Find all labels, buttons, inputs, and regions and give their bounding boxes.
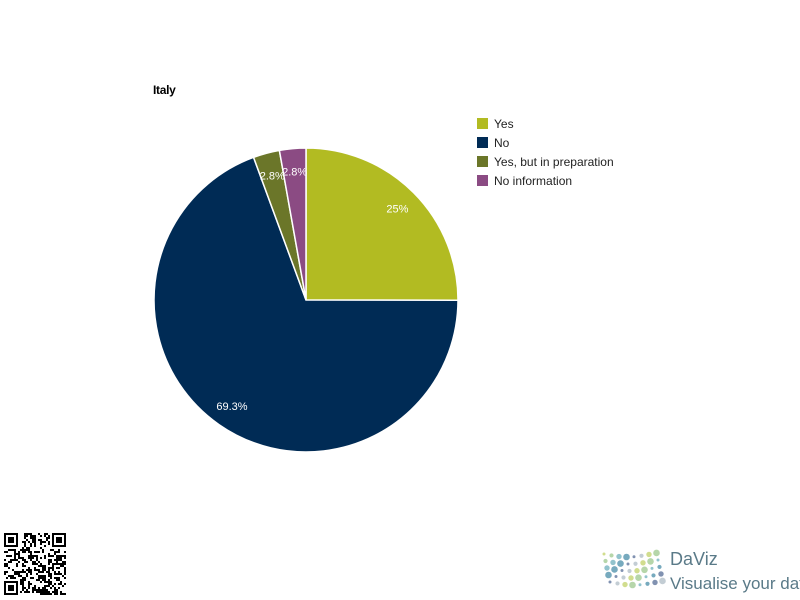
legend: Yes No Yes, but in preparation No informati… [477,114,614,190]
pie-data-label: 25% [386,204,408,216]
branding: DaViz Visualise your data [598,546,800,596]
pie-slice-no-information[interactable] [278,147,307,301]
daviz-dots-logo-icon [602,549,666,589]
legend-swatch [477,156,488,167]
pie-data-label: 2.8% [260,170,285,182]
legend-item[interactable]: No [477,133,614,152]
legend-label: No information [494,173,573,188]
legend-swatch [477,175,488,186]
qr-code-icon [4,533,66,595]
legend-label: Yes [494,116,514,131]
legend-swatch [477,118,488,129]
legend-item[interactable]: Yes [477,114,614,133]
chart-title: Italy [153,83,176,97]
pie-slice-no[interactable] [153,156,459,453]
legend-swatch [477,137,488,148]
legend-label: No [494,135,510,150]
legend-item[interactable]: Yes, but in preparation [477,152,614,171]
pie-data-label: 69.3% [216,401,247,413]
legend-label: Yes, but in preparation [494,154,614,169]
legend-item[interactable]: No information [477,171,614,190]
brand-name: DaViz [670,549,718,569]
pie-slice-yes[interactable] [305,147,459,301]
pie-data-label: 2.8% [282,166,307,178]
brand-tagline: Visualise your data [670,574,800,593]
